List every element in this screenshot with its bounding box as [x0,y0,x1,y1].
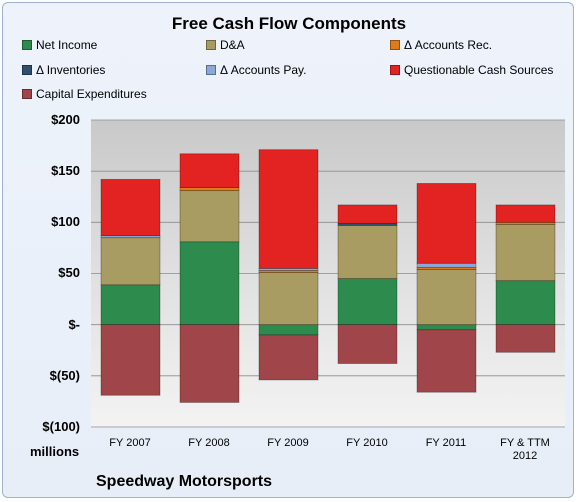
y-tick-label: $50 [58,265,80,280]
bar-segment [100,324,161,396]
bar-segment [258,272,319,326]
x-tick-label: FY 2009 [267,437,309,449]
axis-unit-label: millions [30,444,80,459]
legend-label-accounts-pay: Δ Accounts Pay. [220,63,307,77]
legend-swatch-net-income [22,40,32,50]
x-tick-label: FY 2007 [109,437,151,449]
x-tick-label: FY 2010 [346,437,388,449]
bar-segment [258,149,319,269]
y-tick-label: $(100) [42,419,80,434]
bar-segment [495,324,556,353]
bar-segment [416,183,477,264]
bar-segment [179,187,240,192]
bar-segment [495,280,556,326]
legend-swatch-capex [22,89,32,99]
legend-swatch-d-and-a [206,40,216,50]
bar-segment [100,178,161,237]
y-tick-label: $150 [51,163,80,178]
legend-label-accounts-rec: Δ Accounts Rec. [404,38,493,52]
bar-segment [100,235,161,239]
chart-title: Free Cash Flow Components [171,14,407,33]
bar-segment [179,324,240,403]
bar-segment [416,324,477,331]
legend-label-capex: Capital Expenditures [36,87,147,101]
bar-segment [179,190,240,243]
legend-item-capex: Capital Expenditures [22,87,147,101]
legend-swatch-questionable [390,65,400,75]
bar-segment [416,329,477,393]
bar-segment [179,153,240,188]
bar-segment [258,324,319,336]
y-tick-label: $- [68,317,80,332]
bar-segment [179,241,240,326]
bar-segment [337,324,398,364]
bar-segment [416,262,477,268]
legend-item-accounts-rec: Δ Accounts Rec. [390,38,492,52]
legend-swatch-accounts-rec [390,40,400,50]
legend-swatch-accounts-pay [206,65,216,75]
bar-segment [416,269,477,326]
bar-segment [495,223,556,282]
y-tick-label: $(50) [49,368,80,383]
legend-item-accounts-pay: Δ Accounts Pay. [206,63,307,77]
y-tick-label: $100 [51,214,80,229]
bar-segment [100,284,161,326]
legend-label-questionable: Questionable Cash Sources [404,63,554,77]
bar-segment [100,237,161,286]
legend-label-d-and-a: D&A [220,38,245,52]
bar-segment [337,222,398,226]
company-name: Speedway Motorsports [96,473,273,490]
x-tick-label: FY & TTM 2012 [500,437,550,462]
legend-label-inventories: Δ Inventories [36,63,106,77]
bar-segment [337,204,398,224]
bar-segment [337,225,398,280]
y-tick-label: $200 [51,112,80,127]
legend-item-net-income: Net Income [22,38,97,52]
legend-item-d-and-a: D&A [206,38,245,52]
legend-item-questionable: Questionable Cash Sources [390,63,553,77]
bar-segment [337,278,398,326]
legend-item-inventories: Δ Inventories [22,63,105,77]
bar-segment [495,204,556,223]
legend-label-net-income: Net Income [36,38,98,52]
legend-swatch-inventories [22,65,32,75]
bar-segment [258,334,319,381]
x-tick-label: FY 2011 [425,437,467,449]
x-tick-label: FY 2008 [188,437,230,449]
